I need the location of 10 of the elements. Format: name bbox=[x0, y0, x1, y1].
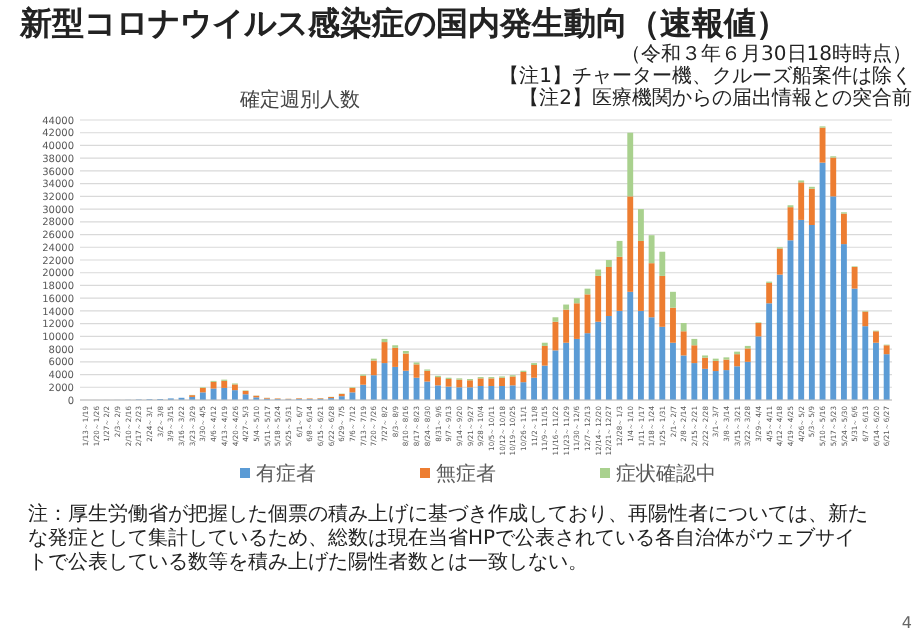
legend-label: 症状確認中 bbox=[616, 462, 716, 486]
chart-title: 新型コロナウイルス感染症の国内発生動向（速報値） bbox=[20, 4, 788, 43]
text: 【注1】チャーター機、クルーズ船案件は除く bbox=[499, 66, 912, 88]
text: 4 bbox=[901, 614, 912, 632]
legend-label: 無症者 bbox=[436, 462, 496, 486]
legend-label: 有症者 bbox=[256, 462, 316, 486]
chart-subtitle: 確定週別人数 bbox=[240, 87, 360, 114]
text: 注：厚生労働省が把握した個票の積み上げに基づき作成しており、再陽性者については、新たな発症として集計しているため、総数は現在当省HPで公表されている各自治体がウェブサイトで公表している数等を積み上げた陽性者数とは一致しない。 bbox=[28, 504, 868, 576]
text: （令和３年６月30日18時時点） bbox=[621, 44, 912, 66]
text: 【注2】医療機関からの届出情報との突合前 bbox=[519, 88, 912, 110]
